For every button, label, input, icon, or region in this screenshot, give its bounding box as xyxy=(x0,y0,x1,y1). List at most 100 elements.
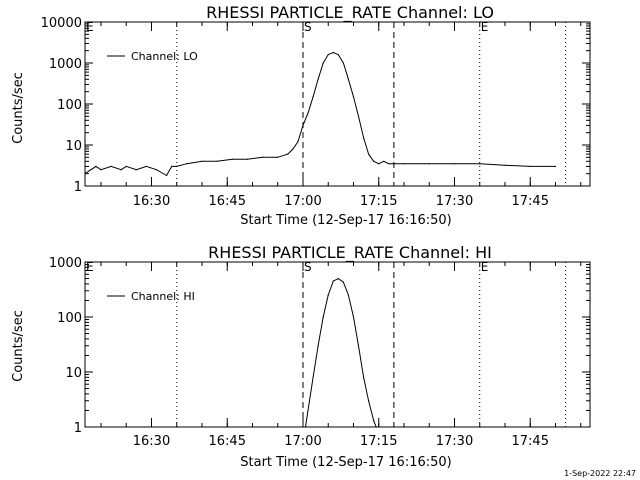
data-point xyxy=(332,280,334,282)
y-tick-label: 100 xyxy=(57,98,82,113)
x-tick-label: 16:45 xyxy=(209,434,246,449)
data-point xyxy=(368,153,370,155)
data-point xyxy=(231,158,233,160)
data-point xyxy=(375,426,377,428)
data-point xyxy=(504,164,506,166)
data-point xyxy=(529,165,531,167)
y-tick-label: 10 xyxy=(65,366,82,381)
event-marker-label: E xyxy=(481,20,489,34)
x-tick-label: 17:15 xyxy=(360,194,397,209)
data-point xyxy=(332,51,334,54)
data-point xyxy=(171,165,173,167)
event-marker-label: S xyxy=(304,20,312,34)
x-tick-label: 16:45 xyxy=(209,194,246,209)
x-tick-label: 16:30 xyxy=(133,194,170,209)
series-line xyxy=(84,51,556,177)
legend-entry: Channel: LO xyxy=(131,50,198,63)
data-point xyxy=(110,165,112,167)
data-point xyxy=(304,426,307,428)
data-point xyxy=(246,158,248,160)
y-axis-label: Counts/sec xyxy=(11,72,26,144)
event-marker-label: S xyxy=(304,260,312,274)
x-tick-label: 17:00 xyxy=(284,434,321,449)
data-point xyxy=(317,78,319,80)
lo-channel-panel: RHESSI PARTICLE_RATE Channel: LO Counts/… xyxy=(11,3,591,228)
data-point xyxy=(277,156,279,158)
data-point xyxy=(262,156,264,158)
data-point xyxy=(373,160,375,162)
y-tick-label: 10000 xyxy=(41,16,82,31)
data-point xyxy=(363,137,365,139)
plot-layer: 1 10 100 1000 10000 16:30 16:45 17:00 17:15 17:30… xyxy=(41,16,591,209)
data-point xyxy=(317,345,319,347)
data-point xyxy=(373,420,375,422)
data-point xyxy=(327,54,329,56)
data-point xyxy=(554,165,557,167)
data-point xyxy=(383,160,385,162)
data-point xyxy=(337,278,339,280)
plot-layer: 1 10 100 1000 16:30 16:45 17:00 17:15 17:30 17:45… xyxy=(49,256,591,449)
chart-title: RHESSI PARTICLE_RATE Channel: LO xyxy=(206,3,494,23)
x-tick-label: 17:30 xyxy=(436,434,473,449)
data-point xyxy=(363,376,365,378)
x-tick-label: 16:30 xyxy=(133,434,170,449)
data-point xyxy=(403,163,405,165)
data-point xyxy=(201,160,203,162)
data-point xyxy=(347,294,349,296)
legend-entry: Channel: HI xyxy=(131,290,195,303)
data-point xyxy=(342,281,344,283)
y-tick-label: 10 xyxy=(65,139,82,154)
event-marker-label: E xyxy=(86,260,94,274)
data-point xyxy=(120,169,122,171)
x-tick-label: 17:45 xyxy=(512,194,549,209)
event-marker-label: E xyxy=(86,20,94,34)
data-point xyxy=(378,163,380,165)
data-point xyxy=(297,141,299,143)
event-marker-label: E xyxy=(481,260,489,274)
data-point xyxy=(186,163,188,165)
data-point xyxy=(135,169,137,171)
y-tick-label: 1 xyxy=(74,180,82,195)
data-point xyxy=(352,96,355,98)
data-point xyxy=(322,316,324,318)
data-point xyxy=(368,400,370,402)
x-axis-label: Start Time (12-Sep-17 16:16:50) xyxy=(240,455,451,470)
data-point xyxy=(95,165,97,167)
data-point xyxy=(352,316,355,318)
data-point xyxy=(388,163,390,165)
y-axis-label: Counts/sec xyxy=(11,310,26,382)
data-point xyxy=(337,54,339,56)
data-point xyxy=(145,165,147,167)
x-tick-label: 17:45 xyxy=(512,434,549,449)
series-line xyxy=(305,278,377,428)
data-point xyxy=(322,62,324,64)
data-point xyxy=(357,345,360,347)
hi-channel-panel: RHESSI PARTICLE_RATE Channel: HI Counts/… xyxy=(11,243,591,470)
data-point xyxy=(347,78,349,80)
data-point xyxy=(292,148,294,150)
timestamp-label: 1-Sep-2022 22:47 xyxy=(564,469,636,478)
data-point xyxy=(428,163,430,165)
y-tick-label: 100 xyxy=(57,311,82,326)
x-tick-label: 17:15 xyxy=(360,434,397,449)
data-point xyxy=(176,165,178,167)
data-point xyxy=(342,62,344,64)
chart-title: RHESSI PARTICLE_RATE Channel: HI xyxy=(208,243,492,263)
data-point xyxy=(307,409,309,411)
data-point xyxy=(216,160,218,162)
data-point xyxy=(312,96,314,98)
data-point xyxy=(125,165,127,167)
x-tick-label: 17:00 xyxy=(284,194,321,209)
data-point xyxy=(312,376,314,378)
plot-frame xyxy=(84,21,591,187)
data-point xyxy=(453,163,456,165)
data-point xyxy=(357,115,360,117)
y-tick-label: 1000 xyxy=(49,57,82,72)
plot-frame xyxy=(84,261,591,428)
data-point xyxy=(327,294,329,296)
data-point xyxy=(90,169,92,171)
data-point xyxy=(479,163,481,165)
data-point xyxy=(307,112,309,114)
data-point xyxy=(84,173,86,175)
